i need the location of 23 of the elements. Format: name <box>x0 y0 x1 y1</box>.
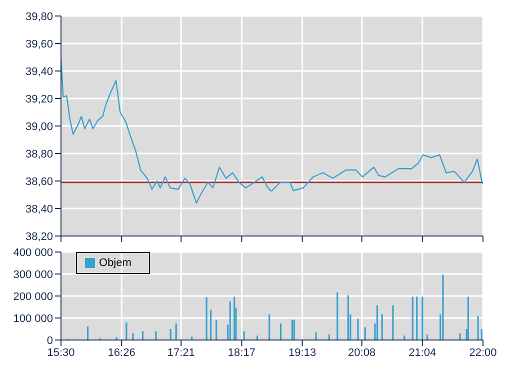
x-tick-label: 16:26 <box>108 346 136 359</box>
x-tick-label: 20:08 <box>348 346 376 359</box>
y-tick-label: 0 <box>46 334 53 347</box>
y-tick-label: 39,40 <box>25 66 53 78</box>
y-tick-label: 300 000 <box>13 268 53 281</box>
y-tick-label: 38,20 <box>25 230 53 243</box>
y-tick-label: 38,60 <box>25 176 53 188</box>
y-tick-label: 400 000 <box>13 246 53 259</box>
x-tick-label: 22:00 <box>469 346 497 359</box>
y-tick-label: 39,80 <box>25 10 53 23</box>
y-tick-label: 39,00 <box>25 120 53 133</box>
legend-label: Objem <box>99 257 132 269</box>
y-tick-label: 200 000 <box>13 290 53 303</box>
x-tick-label: 19:13 <box>288 346 316 359</box>
x-tick-label: 21:04 <box>408 346 436 359</box>
x-tick-label: 18:17 <box>228 346 256 359</box>
x-tick-label: 15:30 <box>47 346 75 359</box>
y-tick-label: 39,20 <box>25 93 53 106</box>
y-tick-label: 38,80 <box>25 148 53 160</box>
y-tick-label: 38,40 <box>25 203 53 216</box>
y-tick-label: 100 000 <box>13 312 53 325</box>
x-tick-label: 17:21 <box>167 346 195 359</box>
y-tick-label: 39,60 <box>25 38 53 50</box>
